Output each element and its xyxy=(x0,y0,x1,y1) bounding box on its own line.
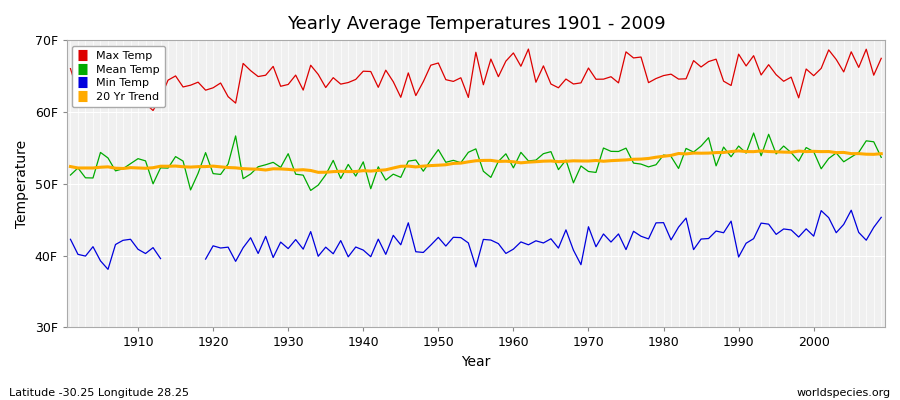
Text: worldspecies.org: worldspecies.org xyxy=(796,388,891,398)
Text: Latitude -30.25 Longitude 28.25: Latitude -30.25 Longitude 28.25 xyxy=(9,388,189,398)
X-axis label: Year: Year xyxy=(461,355,491,369)
Title: Yearly Average Temperatures 1901 - 2009: Yearly Average Temperatures 1901 - 2009 xyxy=(286,15,665,33)
Y-axis label: Temperature: Temperature xyxy=(15,140,29,228)
Legend: Max Temp, Mean Temp, Min Temp, 20 Yr Trend: Max Temp, Mean Temp, Min Temp, 20 Yr Tre… xyxy=(72,46,165,107)
